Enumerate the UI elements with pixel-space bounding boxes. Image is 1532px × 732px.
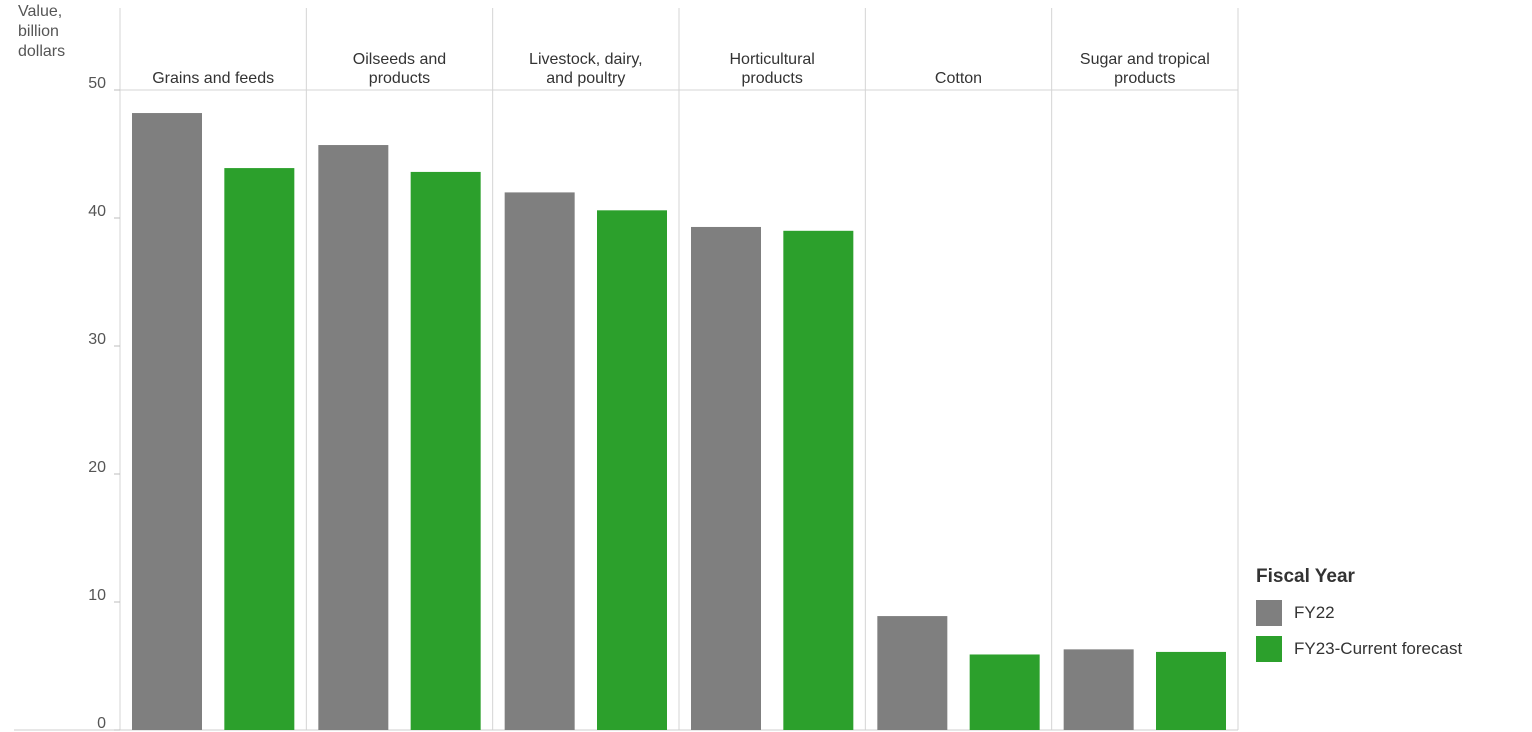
category-header: Grains and feeds [120,40,306,88]
category-header: Sugar and tropical products [1052,40,1238,88]
y-tick-label: 50 [88,75,106,92]
y-tick-label: 0 [97,715,106,732]
category-header-line: Grains and feeds [152,70,275,87]
bar-fy23-5 [1156,651,1226,730]
category-header-line: products [1114,70,1176,87]
legend-item-fy22[interactable]: FY22 [1256,598,1462,628]
bar-fy23-2 [597,210,667,730]
category-header-line: Sugar and tropical [1079,51,1210,68]
category-header-line: Oilseeds and [352,51,447,68]
legend-swatch [1256,636,1282,662]
category-header-line: Horticultural [729,51,815,68]
y-axis-title-line: Value, [18,3,63,20]
y-tick-label: 10 [88,587,106,604]
y-axis-title-line: billion [18,23,59,40]
bar-fy23-3 [783,230,854,731]
legend-swatch [1256,600,1282,626]
legend-label: FY23-Current forecast [1294,639,1463,658]
category-header-line: products [741,70,803,87]
bar-fy22-4 [877,616,948,730]
legend-label: FY22 [1294,603,1335,622]
y-tick-label: 20 [88,459,106,476]
y-axis-title: Value, billion dollars [18,2,65,62]
category-header-line: Cotton [934,70,983,87]
category-header-line: Livestock, dairy, [529,51,643,68]
y-axis-title-line: dollars [18,43,66,60]
bar-fy22-2 [504,192,575,730]
legend-title: Fiscal Year [1256,566,1355,587]
bar-fy22-3 [691,226,761,730]
y-tick-label: 30 [88,331,106,348]
category-header-line: and poultry [546,70,626,87]
y-tick-label: 40 [88,203,106,220]
bar-fy22-1 [318,145,389,731]
legend: Fiscal Year FY22 FY23-Current forecast [1256,566,1462,670]
category-header-line: products [368,70,431,87]
category-header: Cotton [865,40,1051,88]
bar-fy23-4 [969,654,1040,730]
bar-fy23-1 [410,171,481,731]
bar-fy22-0 [132,113,202,731]
category-header: Livestock, dairy, and poultry [493,40,679,88]
bar-fy23-0 [224,168,295,730]
bar-fy22-5 [1063,649,1134,730]
legend-item-fy23[interactable]: FY23-Current forecast [1256,634,1462,664]
category-header: Oilseeds and products [306,40,492,88]
category-header: Horticultural products [679,40,865,88]
